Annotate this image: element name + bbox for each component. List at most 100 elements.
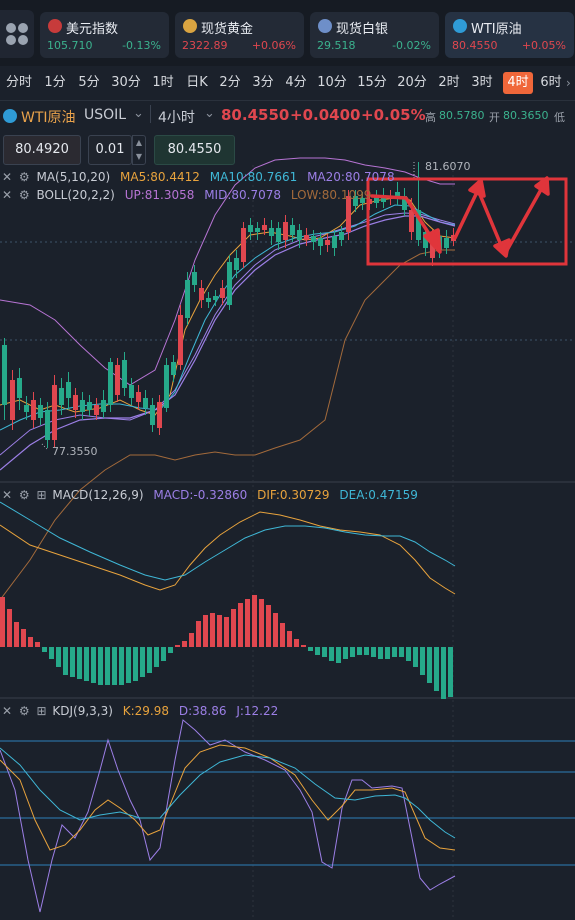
period-tab[interactable]: 3时	[471, 75, 493, 90]
macd-bar	[259, 599, 264, 647]
lot-stepper[interactable]: ▲ ▼	[132, 135, 146, 165]
macd-bar	[182, 641, 187, 647]
period-tab[interactable]: 5分	[78, 75, 100, 90]
period-tab[interactable]: 日K	[186, 75, 208, 90]
macd-bar	[399, 647, 404, 657]
macd-bar	[105, 647, 110, 685]
boll-label: BOLL(20,2,2)	[36, 188, 115, 202]
period-tab[interactable]: 20分	[397, 75, 427, 90]
close-icon[interactable]: ✕	[2, 170, 13, 184]
settings-icon[interactable]: ⚙	[18, 170, 30, 184]
close-icon[interactable]: ✕	[2, 704, 13, 718]
arrow-head	[468, 178, 486, 198]
macd-bar	[385, 647, 390, 659]
macd-bar	[371, 647, 376, 657]
ticker-strip: 美元指数 105.710 -0.13% 现货黄金 2322.89 +0.06% …	[0, 0, 575, 66]
kdj-k-line	[0, 744, 456, 851]
lot-input[interactable]: 0.01	[88, 135, 132, 165]
ma-label: MA(5,10,20)	[36, 170, 111, 184]
us-flag-icon	[48, 19, 62, 33]
macd-bar	[392, 647, 397, 657]
settings-icon[interactable]: ⚙	[18, 188, 30, 202]
period-tab-selected[interactable]: 4时	[503, 72, 533, 94]
period-tab[interactable]: 2分	[219, 75, 241, 90]
settings-icon[interactable]: ⚙	[18, 704, 30, 718]
candle-body	[290, 225, 295, 235]
ticker-change: +0.05%	[521, 39, 566, 52]
macd-dea-line	[0, 501, 456, 581]
symbol-name[interactable]: WTI原油	[21, 110, 76, 126]
period-tab[interactable]: 30分	[111, 75, 141, 90]
period-tab[interactable]: 3分	[252, 75, 274, 90]
macd-bar	[70, 647, 75, 677]
arrow-up-2	[504, 184, 545, 254]
candle-body	[402, 196, 407, 210]
kdj-d-line	[0, 747, 456, 839]
chevron-down-icon[interactable]: ⌄	[133, 106, 144, 121]
ticker-card-gold[interactable]: 现货黄金 2322.89 +0.06%	[175, 12, 304, 58]
ticker-card-wti[interactable]: WTI原油 80.4550 +0.05%	[445, 12, 574, 58]
expand-icon[interactable]: ⊞	[36, 488, 47, 502]
macd-bar	[91, 647, 96, 683]
macd-bar	[224, 617, 229, 647]
interval-selector[interactable]: 4小时	[158, 110, 195, 126]
macd-bar	[147, 647, 152, 673]
macd-bar	[140, 647, 145, 677]
candle-body	[52, 385, 57, 440]
sell-price-box[interactable]: 80.4920	[3, 135, 81, 165]
period-tab[interactable]: 15分	[357, 75, 387, 90]
candle-body	[199, 288, 204, 300]
macd-bar	[364, 647, 369, 655]
candle-body	[311, 236, 316, 242]
candle-body	[220, 288, 225, 298]
macd-bar	[14, 622, 19, 647]
candle-body	[45, 410, 50, 440]
ticker-card-dxy[interactable]: 美元指数 105.710 -0.13%	[40, 12, 169, 58]
period-tab[interactable]: 分时	[5, 75, 32, 90]
candle-body	[395, 192, 400, 198]
analysis-box	[366, 177, 568, 266]
candle-body	[31, 400, 36, 420]
macd-value: MACD:-0.32860	[153, 488, 248, 502]
buy-price-box[interactable]: 80.4550	[154, 135, 235, 165]
macd-bar	[161, 647, 166, 661]
macd-bar	[420, 647, 425, 675]
scroll-more-icon[interactable]: ›	[566, 76, 571, 90]
candle-body	[227, 262, 232, 305]
macd-bar	[175, 645, 180, 647]
macd-bar	[35, 642, 40, 647]
macd-bar	[441, 647, 446, 699]
macd-bar	[329, 647, 334, 661]
boll-mid-value: MID:80.7078	[204, 188, 282, 202]
macd-bar	[252, 595, 257, 647]
candle-body	[24, 405, 29, 412]
settings-icon[interactable]: ⚙	[18, 488, 30, 502]
candle-body	[17, 378, 22, 398]
macd-bar	[84, 647, 89, 681]
macd-bar	[210, 613, 215, 647]
close-icon[interactable]: ✕	[2, 488, 13, 502]
period-tab[interactable]: 10分	[317, 75, 347, 90]
close-icon[interactable]: ✕	[2, 188, 13, 202]
period-tab[interactable]: 1时	[152, 75, 174, 90]
macd-bar	[56, 647, 61, 667]
period-tab[interactable]: 6时	[540, 75, 562, 90]
period-tab[interactable]: 1分	[44, 75, 66, 90]
ticker-price: 2322.89	[182, 39, 228, 52]
candle-body	[80, 400, 85, 412]
candle-body	[157, 402, 162, 428]
candle-body	[339, 232, 344, 240]
candle-body	[430, 238, 435, 258]
period-tab[interactable]: 4分	[285, 75, 307, 90]
grid-menu-icon[interactable]	[0, 10, 34, 58]
period-tab[interactable]: 2时	[438, 75, 460, 90]
arrow-up-1	[453, 188, 480, 240]
open-label: 开	[489, 111, 500, 124]
chevron-down-icon[interactable]: ⌄	[204, 106, 215, 121]
ticker-card-silver[interactable]: 现货白银 29.518 -0.02%	[310, 12, 439, 58]
expand-icon[interactable]: ⊞	[36, 704, 47, 718]
chart-low-label: 77.3550	[52, 445, 98, 458]
macd-bar	[7, 609, 12, 647]
kdj-j-value: J:12.22	[236, 704, 279, 718]
